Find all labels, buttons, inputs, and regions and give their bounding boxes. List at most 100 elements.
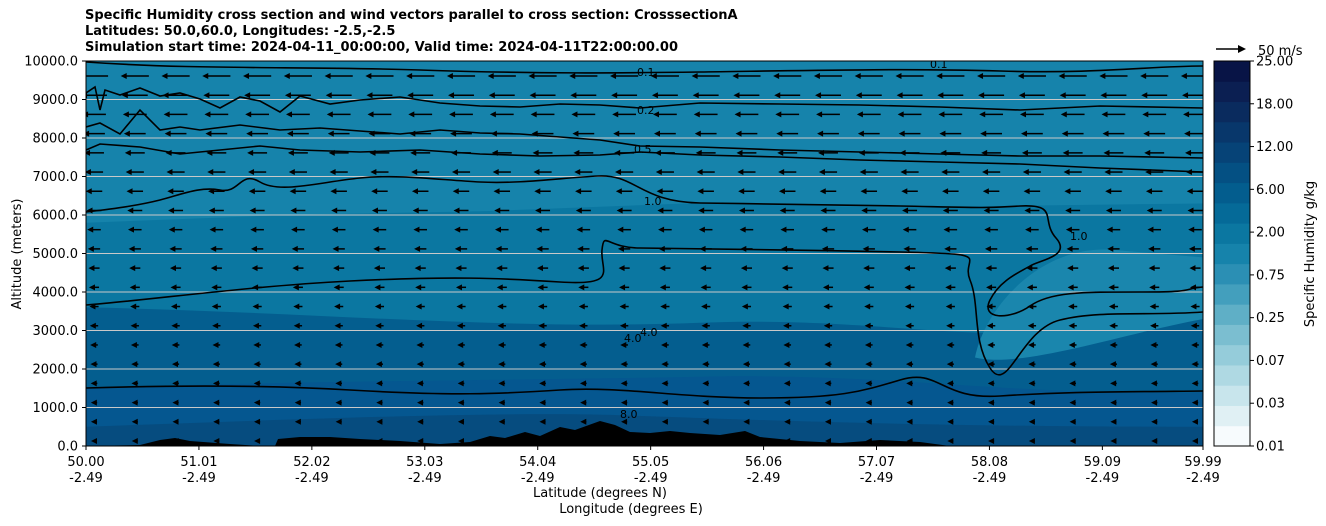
wind-vector-head [212, 361, 219, 368]
wind-vector-head [211, 303, 218, 310]
wind-vector-head [333, 284, 340, 291]
wind-vector-head [129, 265, 136, 272]
wind-vector-head [906, 438, 913, 444]
wind-vector-head [904, 284, 911, 291]
x-axis: 50.00-2.4951.01-2.4952.02-2.4953.03-2.49… [67, 446, 1222, 486]
wind-vector-head [450, 130, 457, 137]
x-tick-label-lon-1: -2.49 [182, 471, 216, 486]
wind-vector-head [371, 207, 378, 214]
x-tick-label-lat-4: 54.04 [519, 455, 556, 470]
wind-vector-head [455, 265, 462, 272]
wind-vector-head [701, 303, 708, 310]
contour-line-3 [86, 143, 1203, 173]
wind-vector-head [986, 284, 993, 291]
wind-vector-head [1146, 207, 1153, 214]
wind-vector-head [536, 265, 543, 272]
wind-vector-head [365, 73, 372, 79]
humidity-band-low-3 [86, 414, 1203, 446]
wind-vector-head [1149, 303, 1156, 310]
wind-vector-head [1028, 418, 1035, 425]
x-tick-label-lat-3: 53.03 [406, 455, 443, 470]
wind-vector-head [742, 341, 749, 348]
wind-vector-head [172, 380, 179, 387]
wind-vector-head [778, 188, 785, 195]
wind-vector-head [1185, 149, 1192, 156]
contour-label-5: 8.0 [620, 408, 638, 421]
wind-vector-head [531, 130, 538, 137]
wind-vector-head [650, 73, 657, 79]
wind-vector-head [946, 341, 953, 348]
wind-vector-head [904, 303, 911, 310]
wind-vector-head [86, 130, 90, 137]
wind-vector-head [494, 226, 501, 233]
wind-vector-head [243, 73, 250, 79]
wind-vector-head [537, 303, 544, 310]
wind-vector-head [570, 92, 577, 99]
wind-vector-head [944, 245, 951, 252]
y-tick-label-3: 3000.0 [33, 324, 79, 339]
wind-vector-head [1189, 284, 1196, 291]
wind-vector-head [1025, 245, 1032, 252]
wind-vector-head [494, 207, 501, 214]
wind-vector-head [695, 149, 702, 156]
wind-vector-head [293, 322, 300, 329]
wind-vector-head [823, 322, 830, 329]
wind-vector-head [80, 73, 86, 79]
wind-vector-head [824, 418, 831, 425]
wind-vector-head [1144, 149, 1151, 156]
wind-vector-head [163, 111, 170, 118]
colorbar-tick-label-3: 0.25 [1256, 311, 1285, 326]
wind-vector-head [335, 380, 342, 387]
wind-vector-head [660, 322, 667, 329]
chart-title-line-3: Simulation start time: 2024-04-11_00:00:… [85, 40, 678, 55]
wind-vector-head [944, 265, 951, 272]
wind-vector-head [1190, 303, 1197, 310]
wind-vector-head [859, 169, 866, 176]
wind-vector-head [905, 341, 912, 348]
wind-vector-head [1150, 361, 1157, 368]
wind-vector-head [1059, 92, 1066, 99]
wind-vector-head [537, 284, 544, 291]
wind-vector-head [88, 265, 95, 272]
wind-reference-label: 50 m/s [1258, 44, 1303, 59]
wind-vector-head [168, 207, 175, 214]
wind-vector-head [1066, 245, 1073, 252]
wind-vector-head [783, 341, 790, 348]
wind-vector-head [448, 92, 455, 99]
wind-vector-head [250, 226, 257, 233]
wind-vector-head [740, 265, 747, 272]
wind-vector-head [370, 169, 377, 176]
wind-vector-head [538, 322, 545, 329]
wind-vector-head [170, 284, 177, 291]
wind-vector-head [987, 380, 994, 387]
contour-label-0: 0.1 [637, 66, 655, 79]
wind-vector-head [292, 265, 299, 272]
wind-vector-head [539, 438, 546, 444]
wind-vector-head [449, 111, 456, 118]
wind-vector-head [660, 303, 667, 310]
wind-vector-head [743, 418, 750, 425]
wind-vector-head [738, 188, 745, 195]
wind-vector-head [415, 284, 422, 291]
wind-vector-head [784, 418, 791, 425]
wind-vector-head [294, 341, 301, 348]
wind-vector-head [1151, 418, 1158, 425]
wind-vector-head [1069, 418, 1076, 425]
wind-vector-head [661, 361, 668, 368]
wind-vector-head [253, 399, 260, 406]
wind-vector-head [86, 149, 91, 156]
wind-vector-head [743, 399, 750, 406]
wind-vector-head [985, 265, 992, 272]
wind-vector-head [942, 188, 949, 195]
terrain-fill [86, 421, 1203, 446]
wind-vector-head [371, 188, 378, 195]
wind-vector-head [863, 265, 870, 272]
wind-vector-head [903, 265, 910, 272]
wind-vector-head [1018, 92, 1025, 99]
wind-vectors [80, 73, 1203, 444]
wind-vector-head [946, 322, 953, 329]
wind-vector-head [286, 130, 293, 137]
wind-vector-head [245, 111, 252, 118]
x-axis-label-longitude: Longitude (degrees E) [559, 502, 703, 517]
wind-vector-head [701, 341, 708, 348]
